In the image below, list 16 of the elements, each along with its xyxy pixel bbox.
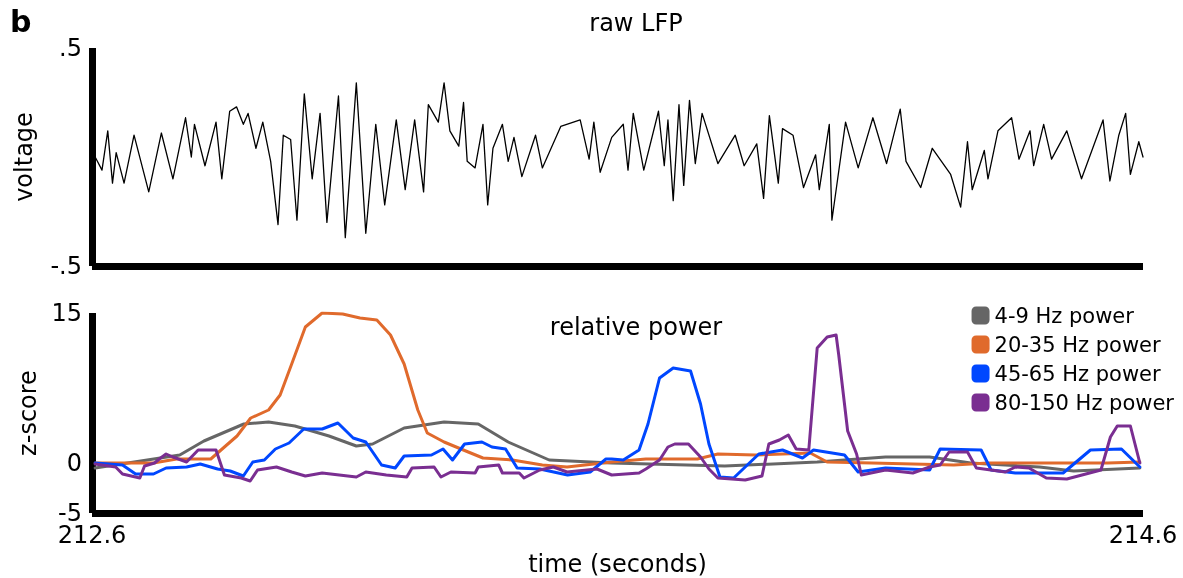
x-tick-label: 214.6 xyxy=(1108,521,1178,549)
chart-title: raw LFP xyxy=(589,9,683,37)
y-tick-label: 0 xyxy=(66,449,82,477)
legend-label: 80-150 Hz power xyxy=(994,390,1175,415)
chart-title: relative power xyxy=(549,313,723,341)
y-tick-label: .5 xyxy=(59,34,82,62)
x-tick-label: 212.6 xyxy=(57,521,127,549)
text: b xyxy=(10,3,32,39)
legend-label: 4-9 Hz power xyxy=(994,303,1135,328)
x-axis-title: time (seconds) xyxy=(528,549,707,578)
legend-label: 45-65 Hz power xyxy=(994,361,1162,386)
y-axis-title: z-score xyxy=(14,370,42,456)
y-tick-label: 15 xyxy=(51,299,82,327)
y-tick-label: -.5 xyxy=(50,252,82,280)
y-axis-title: voltage xyxy=(10,112,38,202)
legend-label: 20-35 Hz power xyxy=(994,332,1162,357)
